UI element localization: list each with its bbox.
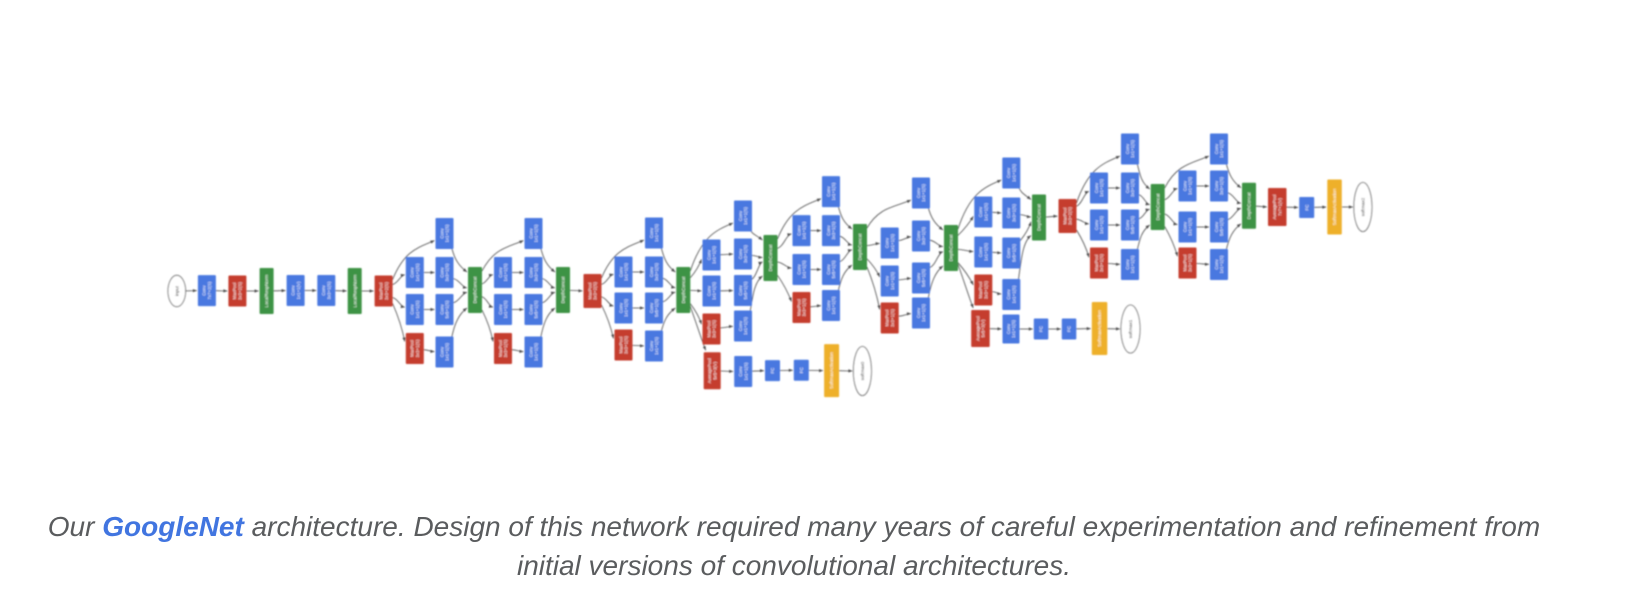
svg-text:Conv3x3+1(S): Conv3x3+1(S) (826, 221, 836, 239)
svg-text:MaxPool3x3+1(S): MaxPool3x3+1(S) (706, 320, 716, 338)
svg-text:Conv3x3+1(S): Conv3x3+1(S) (1214, 177, 1224, 195)
svg-text:Conv3x3+1(S): Conv3x3+1(S) (738, 245, 748, 263)
svg-text:Conv1x1+1(S): Conv1x1+1(S) (1006, 285, 1016, 303)
svg-text:Conv1x1+1(S): Conv1x1+1(S) (1006, 164, 1016, 182)
svg-text:Conv1x1+1(S): Conv1x1+1(S) (1094, 179, 1104, 197)
svg-text:Conv1x1+1(V): Conv1x1+1(V) (290, 281, 300, 299)
svg-text:Conv1x1+1(S): Conv1x1+1(S) (439, 224, 449, 242)
svg-text:Conv1x1+1(S): Conv1x1+1(S) (649, 337, 659, 355)
svg-text:softmax2: softmax2 (1361, 197, 1366, 216)
svg-text:DepthConcat: DepthConcat (949, 234, 954, 262)
svg-text:Conv5x5+1(S): Conv5x5+1(S) (826, 260, 836, 278)
svg-text:Conv1x1+1(S): Conv1x1+1(S) (649, 224, 659, 242)
svg-text:DepthConcat: DepthConcat (1155, 193, 1160, 221)
svg-text:Conv1x1+1(S): Conv1x1+1(S) (826, 296, 836, 314)
svg-text:Conv3x3+1(S): Conv3x3+1(S) (321, 281, 331, 299)
svg-text:MaxPool3x3+2(S): MaxPool3x3+2(S) (1062, 207, 1072, 225)
svg-text:SoftmaxActivation: SoftmaxActivation (829, 352, 834, 389)
svg-text:DepthConcat: DepthConcat (768, 244, 773, 272)
svg-text:DepthConcat: DepthConcat (1247, 192, 1252, 220)
svg-text:Conv5x5+1(S): Conv5x5+1(S) (1214, 218, 1224, 236)
svg-text:LocalRespNorm: LocalRespNorm (264, 274, 269, 307)
svg-text:DepthConcat: DepthConcat (681, 276, 686, 304)
svg-text:Conv3x3+1(S): Conv3x3+1(S) (649, 263, 659, 281)
svg-text:Conv1x1+1(S): Conv1x1+1(S) (738, 317, 748, 335)
svg-text:FC: FC (1067, 325, 1072, 332)
svg-text:input: input (174, 285, 179, 296)
svg-text:Conv1x1+1(S): Conv1x1+1(S) (916, 304, 926, 322)
svg-text:FC: FC (770, 367, 775, 374)
svg-text:Conv1x1+1(S): Conv1x1+1(S) (410, 263, 420, 281)
svg-text:Conv1x1+1(S): Conv1x1+1(S) (978, 243, 988, 261)
svg-text:Conv7x7+2(S): Conv7x7+2(S) (202, 281, 212, 299)
svg-text:Conv3x3+1(S): Conv3x3+1(S) (528, 263, 538, 281)
svg-text:Conv1x1+1(S): Conv1x1+1(S) (1182, 218, 1192, 236)
svg-text:AveragePool7x7+1(V): AveragePool7x7+1(V) (1272, 194, 1282, 219)
svg-text:Conv5x5+1(S): Conv5x5+1(S) (439, 300, 449, 318)
svg-text:Conv1x1+1(S): Conv1x1+1(S) (978, 203, 988, 221)
svg-text:Conv1x1+1(S): Conv1x1+1(S) (706, 246, 716, 264)
svg-text:Conv1x1+1(S): Conv1x1+1(S) (618, 263, 628, 281)
svg-text:AveragePool5x5+3(V): AveragePool5x5+3(V) (707, 358, 717, 383)
svg-text:softmax0: softmax0 (860, 361, 865, 380)
svg-text:MaxPool3x3+1(S): MaxPool3x3+1(S) (885, 309, 895, 327)
svg-text:Conv1x1+1(S): Conv1x1+1(S) (439, 343, 449, 361)
svg-text:FC: FC (1039, 325, 1044, 332)
svg-text:Conv1x1+1(S): Conv1x1+1(S) (528, 343, 538, 361)
svg-text:Conv5x5+1(S): Conv5x5+1(S) (1006, 244, 1016, 262)
svg-text:Conv5x5+1(S): Conv5x5+1(S) (649, 299, 659, 317)
svg-text:Conv3x3+1(S): Conv3x3+1(S) (916, 227, 926, 245)
svg-text:DepthConcat: DepthConcat (1037, 203, 1042, 231)
svg-text:Conv1x1+1(S): Conv1x1+1(S) (706, 282, 716, 300)
svg-text:SoftmaxActivation: SoftmaxActivation (1332, 188, 1337, 225)
svg-text:Conv1x1+1(S): Conv1x1+1(S) (1182, 177, 1192, 195)
svg-text:Conv3x3+1(S): Conv3x3+1(S) (1125, 179, 1135, 197)
svg-text:Conv1x1+1(S): Conv1x1+1(S) (1125, 140, 1135, 158)
svg-text:MaxPool3x3+2(S): MaxPool3x3+2(S) (378, 282, 388, 300)
svg-text:DepthConcat: DepthConcat (858, 233, 863, 261)
svg-text:Conv1x1+1(S): Conv1x1+1(S) (1094, 216, 1104, 234)
svg-text:Conv1x1+1(S): Conv1x1+1(S) (498, 263, 508, 281)
svg-text:DepthConcat: DepthConcat (561, 276, 566, 304)
svg-text:Conv1x1+1(S): Conv1x1+1(S) (885, 272, 895, 290)
svg-text:Conv3x3+1(S): Conv3x3+1(S) (439, 263, 449, 281)
svg-text:Conv1x1+1(S): Conv1x1+1(S) (885, 234, 895, 252)
svg-text:LocalRespNorm: LocalRespNorm (352, 274, 357, 307)
svg-text:Conv1x1+1(S): Conv1x1+1(S) (498, 300, 508, 318)
svg-text:Conv1x1+1(S): Conv1x1+1(S) (1214, 140, 1224, 158)
svg-text:Conv1x1+1(S): Conv1x1+1(S) (826, 182, 836, 200)
svg-text:MaxPool3x3+1(S): MaxPool3x3+1(S) (1182, 254, 1192, 272)
svg-text:MaxPool3x3+1(S): MaxPool3x3+1(S) (410, 339, 420, 357)
svg-text:Conv1x1+1(S): Conv1x1+1(S) (410, 300, 420, 318)
svg-text:MaxPool3x3+1(S): MaxPool3x3+1(S) (498, 339, 508, 357)
svg-text:AveragePool5x5+3(V): AveragePool5x5+3(V) (975, 316, 985, 341)
svg-text:MaxPool3x3+1(S): MaxPool3x3+1(S) (618, 336, 628, 354)
svg-text:Conv5x5+1(S): Conv5x5+1(S) (738, 281, 748, 299)
svg-text:Conv1x1+1(S): Conv1x1+1(S) (796, 260, 806, 278)
svg-text:Conv1x1+1(S): Conv1x1+1(S) (916, 184, 926, 202)
svg-text:DepthConcat: DepthConcat (473, 276, 478, 304)
svg-text:Conv3x3+1(S): Conv3x3+1(S) (1006, 204, 1016, 222)
svg-text:MaxPool3x3+2(S): MaxPool3x3+2(S) (587, 282, 597, 300)
svg-text:SoftmaxActivation: SoftmaxActivation (1097, 310, 1102, 347)
svg-text:Conv1x1+1(S): Conv1x1+1(S) (1214, 255, 1224, 273)
svg-text:softmax1: softmax1 (1128, 319, 1133, 338)
svg-text:MaxPool3x3+1(S): MaxPool3x3+1(S) (796, 298, 806, 316)
svg-text:Conv1x1+1(S): Conv1x1+1(S) (1006, 320, 1016, 338)
svg-text:Conv1x1+1(S): Conv1x1+1(S) (618, 299, 628, 317)
svg-text:MaxPool3x3+2(S): MaxPool3x3+2(S) (232, 282, 242, 300)
svg-text:Conv5x5+1(S): Conv5x5+1(S) (916, 269, 926, 287)
svg-text:Conv1x1+1(S): Conv1x1+1(S) (738, 362, 748, 380)
svg-text:MaxPool3x3+1(S): MaxPool3x3+1(S) (1094, 254, 1104, 272)
svg-text:Conv1x1+1(S): Conv1x1+1(S) (1125, 255, 1135, 273)
svg-text:Conv1x1+1(S): Conv1x1+1(S) (738, 207, 748, 225)
svg-text:Conv1x1+1(S): Conv1x1+1(S) (796, 221, 806, 239)
svg-text:Conv1x1+1(S): Conv1x1+1(S) (528, 224, 538, 242)
svg-text:Conv5x5+1(S): Conv5x5+1(S) (528, 300, 538, 318)
svg-text:FC: FC (799, 367, 804, 374)
svg-text:FC: FC (1304, 204, 1309, 211)
svg-text:MaxPool3x3+1(S): MaxPool3x3+1(S) (978, 281, 988, 299)
svg-text:Conv5x5+1(S): Conv5x5+1(S) (1125, 216, 1135, 234)
